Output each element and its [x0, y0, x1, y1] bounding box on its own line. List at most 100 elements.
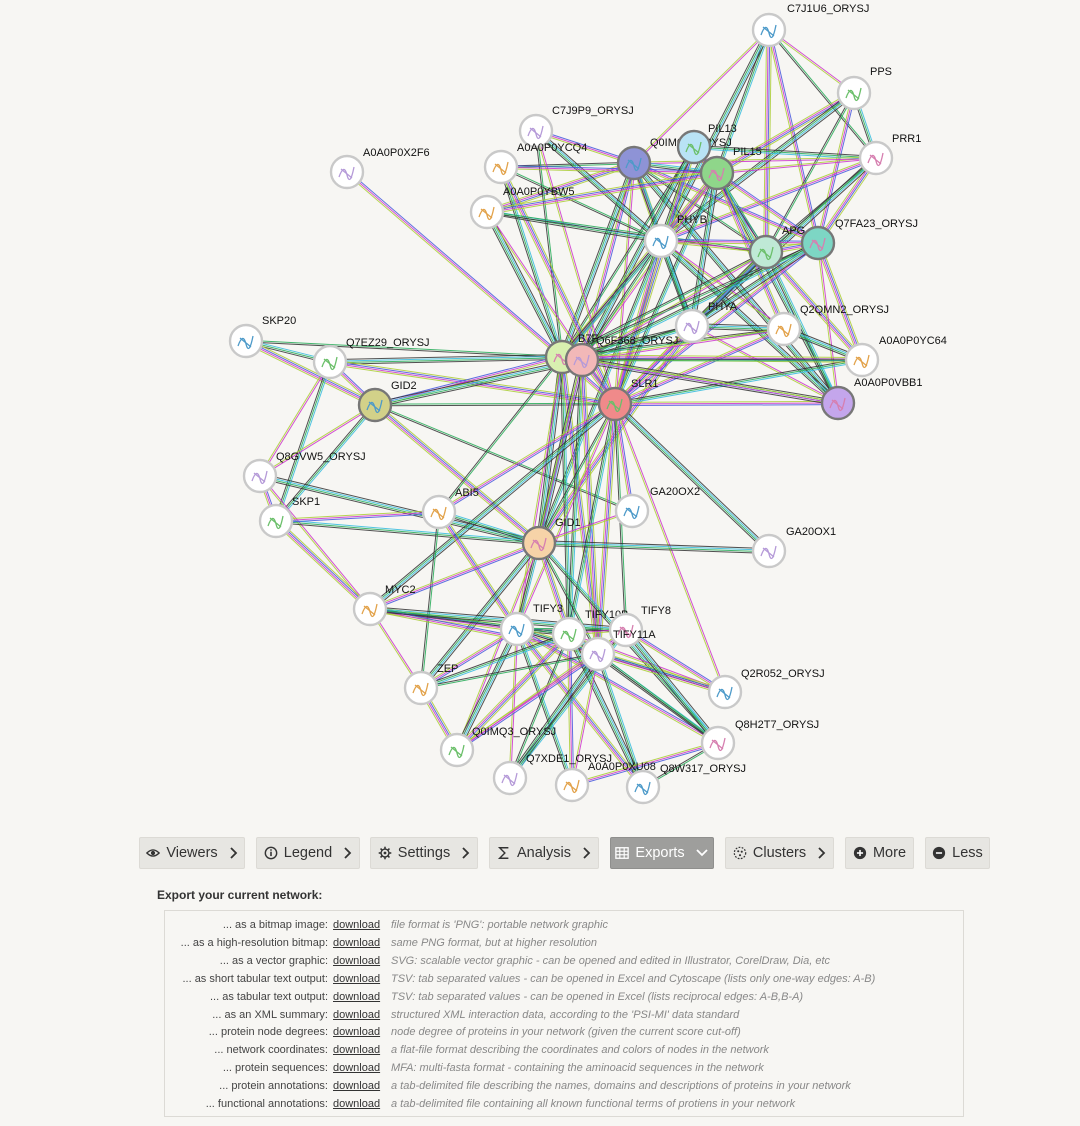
edge-SKP1-MYC2[interactable]	[274, 518, 372, 612]
edge-GID1-GA20OX1[interactable]	[538, 540, 770, 554]
edge-TIFY8-Q2R052_ORYSJ[interactable]	[624, 628, 727, 694]
node-A0A0P0YBW5[interactable]: A0A0P0YBW5	[469, 186, 575, 230]
edge-GID1-Q0IMQ3_ORYSJ[interactable]	[455, 542, 541, 751]
node-Q8W317_ORYSJ[interactable]: Q8W317_ORYSJ	[625, 763, 746, 805]
edge-APG-B7F[interactable]	[561, 250, 767, 359]
edge-B7F-ABI5[interactable]	[437, 356, 564, 513]
edge-TIFY3-Q8H2T7_ORYSJ[interactable]	[515, 627, 720, 745]
edge-PHYB-B7F[interactable]	[560, 239, 663, 359]
edge-TIFY10B-Q0IMQ3_ORYSJ[interactable]	[454, 631, 572, 753]
edge-PRR1-PHYB[interactable]	[660, 156, 877, 243]
edge-GID2-SKP1[interactable]	[274, 403, 377, 523]
edge-C7J1U6_ORYSJ-Q0IM00_ORYSJ[interactable]	[633, 29, 770, 164]
edge-TIFY3-Q8W317_ORYSJ[interactable]	[514, 627, 646, 789]
edge-Q2QMN2_ORYSJ-B7F[interactable]	[561, 327, 785, 359]
node-GID1[interactable]: GID1	[521, 517, 581, 561]
edge-Q8H2T7_ORYSJ-A0A0P0XU08[interactable]	[571, 740, 719, 788]
node-Q2QMN2_ORYSJ[interactable]: Q2QMN2_ORYSJ	[766, 304, 889, 347]
more-button[interactable]: More	[845, 837, 914, 869]
edge-PRR1-Q0IM00_ORYSJ[interactable]	[633, 156, 877, 165]
edge-GID2-Q8GVW5_ORYSJ[interactable]	[259, 403, 376, 478]
edge-A0A0P0VBB1-SLR1[interactable]	[614, 400, 839, 407]
edge-A0A0P0YCQ4-PHYB[interactable]	[500, 165, 662, 243]
node-GA20OX2[interactable]: GA20OX2	[614, 486, 700, 529]
edge-A0A0P0YC64-Q6F368_ORYSJ[interactable]	[582, 358, 862, 362]
node-PRR1[interactable]: PRR1	[858, 133, 921, 176]
edge-TIFY11A-A0A0P0XU08[interactable]	[570, 653, 600, 786]
node-A0A0P0YCQ4[interactable]: A0A0P0YCQ4	[483, 142, 587, 185]
edge-GID2-SLR1[interactable]	[374, 402, 616, 407]
node-A0A0P0VBB1[interactable]: A0A0P0VBB1	[820, 377, 923, 421]
node-ZEP[interactable]: ZEP	[403, 663, 458, 706]
edge-C7J9P9_ORYSJ-PHYB[interactable]	[534, 128, 663, 244]
node-PHYA[interactable]: PHYA	[674, 301, 738, 344]
edge-GID1-TIFY11A[interactable]	[537, 542, 600, 655]
node-A0A0P0X2F6[interactable]: A0A0P0X2F6	[329, 147, 430, 190]
edge-PHYA-SLR1[interactable]	[613, 324, 694, 406]
edge-Q7EZ29_ORYSJ-SKP1[interactable]	[274, 361, 332, 522]
node-PHYB[interactable]: PHYB	[643, 214, 707, 259]
edge-TIFY11A-Q8H2T7_ORYSJ[interactable]	[597, 652, 719, 745]
clusters-button[interactable]: Clusters	[725, 837, 834, 869]
node-GID2[interactable]: GID2	[357, 380, 417, 423]
edge-TIFY11A-ZEP[interactable]	[420, 652, 599, 690]
edge-Q7EZ29_ORYSJ-Q8GVW5_ORYSJ[interactable]	[258, 361, 332, 477]
edge-GID1-MYC2[interactable]	[369, 541, 540, 611]
node-Q7XDE1_ORYSJ[interactable]: Q7XDE1_ORYSJ	[492, 753, 612, 796]
edge-TIFY8-Q8H2T7_ORYSJ[interactable]	[623, 628, 721, 745]
edge-C7J1U6_ORYSJ-PPS[interactable]	[768, 28, 855, 95]
protein-network-graph[interactable]: C7J1U6_ORYSJ PPS PRR1 C7J9P9_ORYSJ A0A0P0YCQ…	[0, 0, 1080, 820]
download-link[interactable]: download	[333, 936, 381, 949]
edge-TIFY10B-Q7XDE1_ORYSJ[interactable]	[508, 633, 571, 779]
node-SLR1[interactable]: SLR1	[597, 378, 659, 422]
edge-SLR1-GA20OX1[interactable]	[612, 401, 772, 554]
edge-Q7FA23_ORYSJ-PHYA[interactable]	[690, 240, 820, 329]
download-link[interactable]: download	[333, 1098, 381, 1110]
edge-A0A0P0YCQ4-PIL15[interactable]	[500, 164, 718, 176]
edge-A0A0P0X2F6-B7F[interactable]	[345, 170, 564, 359]
node-C7J1U6_ORYSJ[interactable]: C7J1U6_ORYSJ	[751, 3, 869, 48]
node-MYC2[interactable]: MYC2	[352, 584, 416, 627]
edge-Q7FA23_ORYSJ-A0A0P0VBB1[interactable]	[816, 242, 840, 404]
node-SKP1[interactable]: SKP1	[258, 496, 320, 539]
download-link[interactable]: download	[333, 919, 381, 931]
node-Q7EZ29_ORYSJ[interactable]: Q7EZ29_ORYSJ	[312, 337, 430, 380]
edge-TIFY10B-ZEP[interactable]	[420, 632, 570, 690]
download-link[interactable]: download	[333, 972, 381, 985]
edge-PRR1-APG[interactable]	[765, 157, 877, 253]
node-Q8H2T7_ORYSJ[interactable]: Q8H2T7_ORYSJ	[700, 719, 819, 761]
node-A0A0P0XU08[interactable]: A0A0P0XU08	[554, 761, 656, 803]
edge-TIFY3-Q0IMQ3_ORYSJ[interactable]	[454, 627, 520, 752]
network-nodes[interactable]: C7J1U6_ORYSJ PPS PRR1 C7J9P9_ORYSJ A0A0P0YCQ…	[228, 3, 947, 805]
edge-Q7FA23_ORYSJ-A0A0P0YC64[interactable]	[815, 241, 865, 362]
edge-TIFY3-A0A0P0XU08[interactable]	[515, 628, 574, 786]
legend-button[interactable]: Legend	[256, 837, 360, 869]
edge-B7F-TIFY3[interactable]	[515, 356, 564, 630]
edge-ABI5-SKP1[interactable]	[275, 509, 440, 524]
edge-ABI5-GID1[interactable]	[438, 509, 540, 546]
node-ABI5[interactable]: ABI5	[421, 487, 479, 530]
edge-SLR1-TIFY10B[interactable]	[566, 403, 618, 635]
node-Q0IM00_ORYSJ[interactable]: Q0IM00_ORYSJ	[616, 137, 732, 181]
node-Q0IMQ3_ORYSJ[interactable]: Q0IMQ3_ORYSJ	[439, 726, 556, 768]
edge-A0A0P0YBW5-B7F[interactable]	[484, 210, 565, 359]
node-APG[interactable]: APG	[748, 225, 805, 270]
edge-Q8GVW5_ORYSJ-GID1[interactable]	[259, 473, 540, 546]
edge-SKP1-GID1[interactable]	[275, 518, 540, 546]
edge-SKP20-GID2[interactable]	[244, 338, 377, 408]
edge-APG-PHYA[interactable]	[689, 249, 769, 329]
download-link[interactable]: download	[333, 954, 381, 967]
edge-PPS-Q7FA23_ORYSJ[interactable]	[815, 92, 857, 244]
node-A0A0P0YC64[interactable]: A0A0P0YC64	[844, 335, 947, 378]
edge-PIL15-Q7FA23_ORYSJ[interactable]	[715, 171, 820, 245]
edge-PHYB-Q7FA23_ORYSJ[interactable]	[660, 238, 819, 246]
settings-button[interactable]: Settings	[370, 837, 478, 869]
edge-A0A0P0VBB1-Q6F368_ORYSJ[interactable]	[581, 358, 839, 405]
exports-button[interactable]: Exports	[610, 837, 714, 869]
node-PIL15[interactable]: PIL15	[699, 146, 762, 191]
edge-SLR1-MYC2[interactable]	[368, 401, 617, 612]
download-link[interactable]: download	[333, 1062, 381, 1075]
node-TIFY11A[interactable]: TIFY11A	[580, 629, 656, 672]
node-Q2R052_ORYSJ[interactable]: Q2R052_ORYSJ	[707, 668, 825, 710]
download-link[interactable]: download	[333, 1008, 381, 1021]
